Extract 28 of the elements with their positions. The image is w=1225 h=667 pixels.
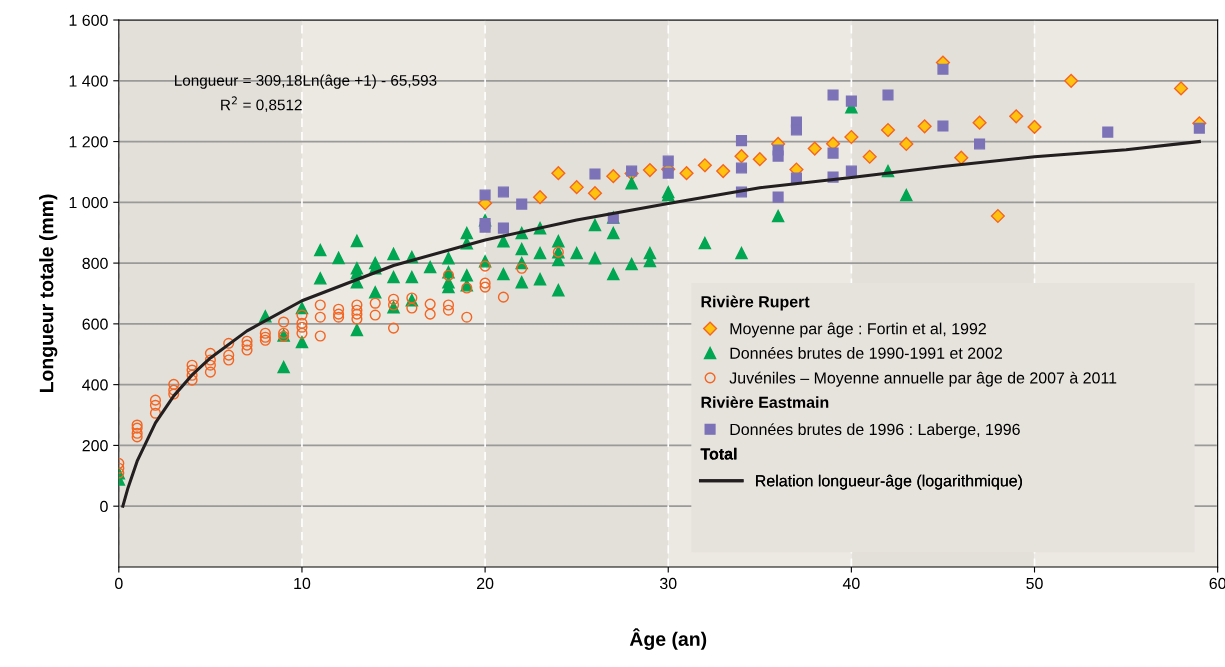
y-tick-label: 1 400 xyxy=(69,75,108,87)
y-tick-label: 1 200 xyxy=(69,136,108,148)
legend-label: Données brutes de 1996 : Laberge, 1996 xyxy=(730,423,1020,439)
legend-label: Relation longueur-âge (logarithmique) xyxy=(756,474,1022,490)
y-tick-label: 200 xyxy=(82,440,108,452)
annotation: Rivière Rupert xyxy=(701,295,810,311)
annotation: Longueur = 309,18Ln(âge +1) - 65,593 xyxy=(175,74,437,89)
y-tick-label: 1 000 xyxy=(69,196,108,209)
x-axis-title: Âge (an) xyxy=(629,628,707,650)
x-tick-label: 20 xyxy=(477,577,494,590)
y-tick-label: 800 xyxy=(82,257,108,270)
legend-label: Juvéniles – Moyenne annuelle par âge de 2007 à 2011 xyxy=(729,371,1117,387)
x-tick-label: 60 xyxy=(1209,577,1225,590)
y-tick-label: 1 600 xyxy=(69,14,108,26)
y-tick-label: 600 xyxy=(82,318,108,330)
y-tick-label: 400 xyxy=(82,379,108,391)
annotation: Total xyxy=(700,447,737,460)
legend-label: Données brutes de 1990-1991 et 2002 xyxy=(730,346,1002,359)
x-tick-label: 0 xyxy=(115,577,123,590)
x-tick-label: 10 xyxy=(294,577,311,590)
legend-label: Moyenne par âge : Fortin et al, 1992 xyxy=(730,322,986,338)
y-axis-title: Longueur totale (mm) xyxy=(39,194,58,393)
x-tick-label: 50 xyxy=(1026,577,1043,590)
x-tick-label: 30 xyxy=(659,577,677,590)
annotation: Rivière Eastmain xyxy=(701,396,829,408)
y-tick-label: 0 xyxy=(100,500,108,513)
x-tick-label: 40 xyxy=(842,577,860,590)
annotation: R$^{2}$ = 0,8512 xyxy=(221,96,302,113)
